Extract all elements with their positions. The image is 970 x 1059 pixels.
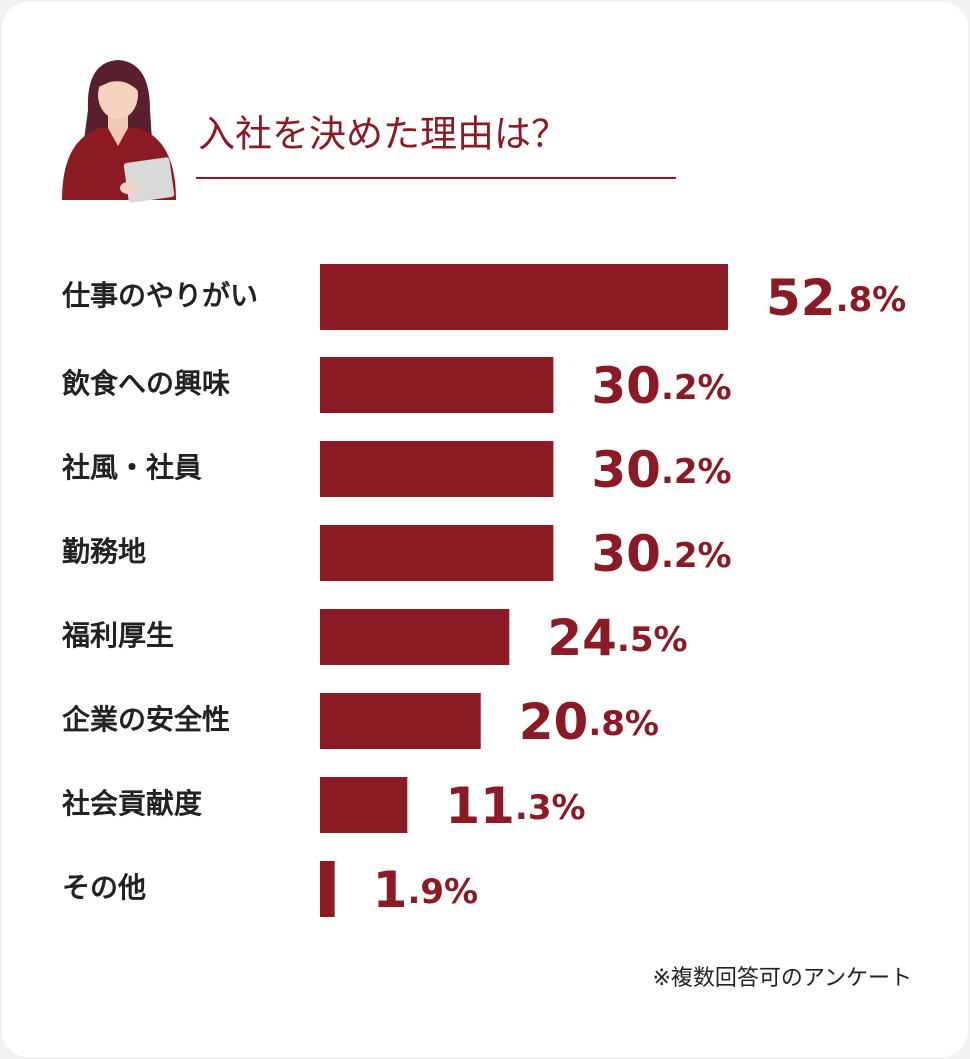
footnote: ※複数回答可のアンケート: [652, 966, 912, 991]
value-label: 30.2%: [591, 525, 731, 583]
value-label: 52.8%: [766, 269, 906, 327]
illustration: [62, 60, 176, 203]
bar: [320, 264, 728, 330]
bar: [320, 357, 554, 413]
category-label: 飲食への興味: [62, 367, 230, 400]
bar: [320, 609, 510, 665]
category-label: 仕事のやりがい: [61, 279, 258, 312]
value-label: 30.2%: [591, 441, 731, 499]
chart-title: 入社を決めた理由は？: [198, 113, 568, 156]
category-label: 社会貢献度: [62, 787, 202, 820]
bar: [320, 861, 335, 917]
category-label: 社風・社員: [62, 451, 202, 484]
bar: [320, 777, 408, 833]
category-label: その他: [62, 871, 146, 904]
bar: [320, 525, 554, 581]
bar: [320, 693, 481, 749]
value-label: 1.9%: [373, 861, 478, 919]
category-label: 福利厚生: [61, 619, 174, 652]
category-label: 勤務地: [62, 535, 146, 568]
value-label: 24.5%: [547, 609, 687, 667]
value-label: 20.8%: [519, 693, 659, 751]
category-label: 企業の安全性: [62, 703, 230, 736]
value-label: 11.3%: [445, 777, 585, 835]
value-label: 30.2%: [591, 357, 731, 415]
bar: [320, 441, 554, 497]
